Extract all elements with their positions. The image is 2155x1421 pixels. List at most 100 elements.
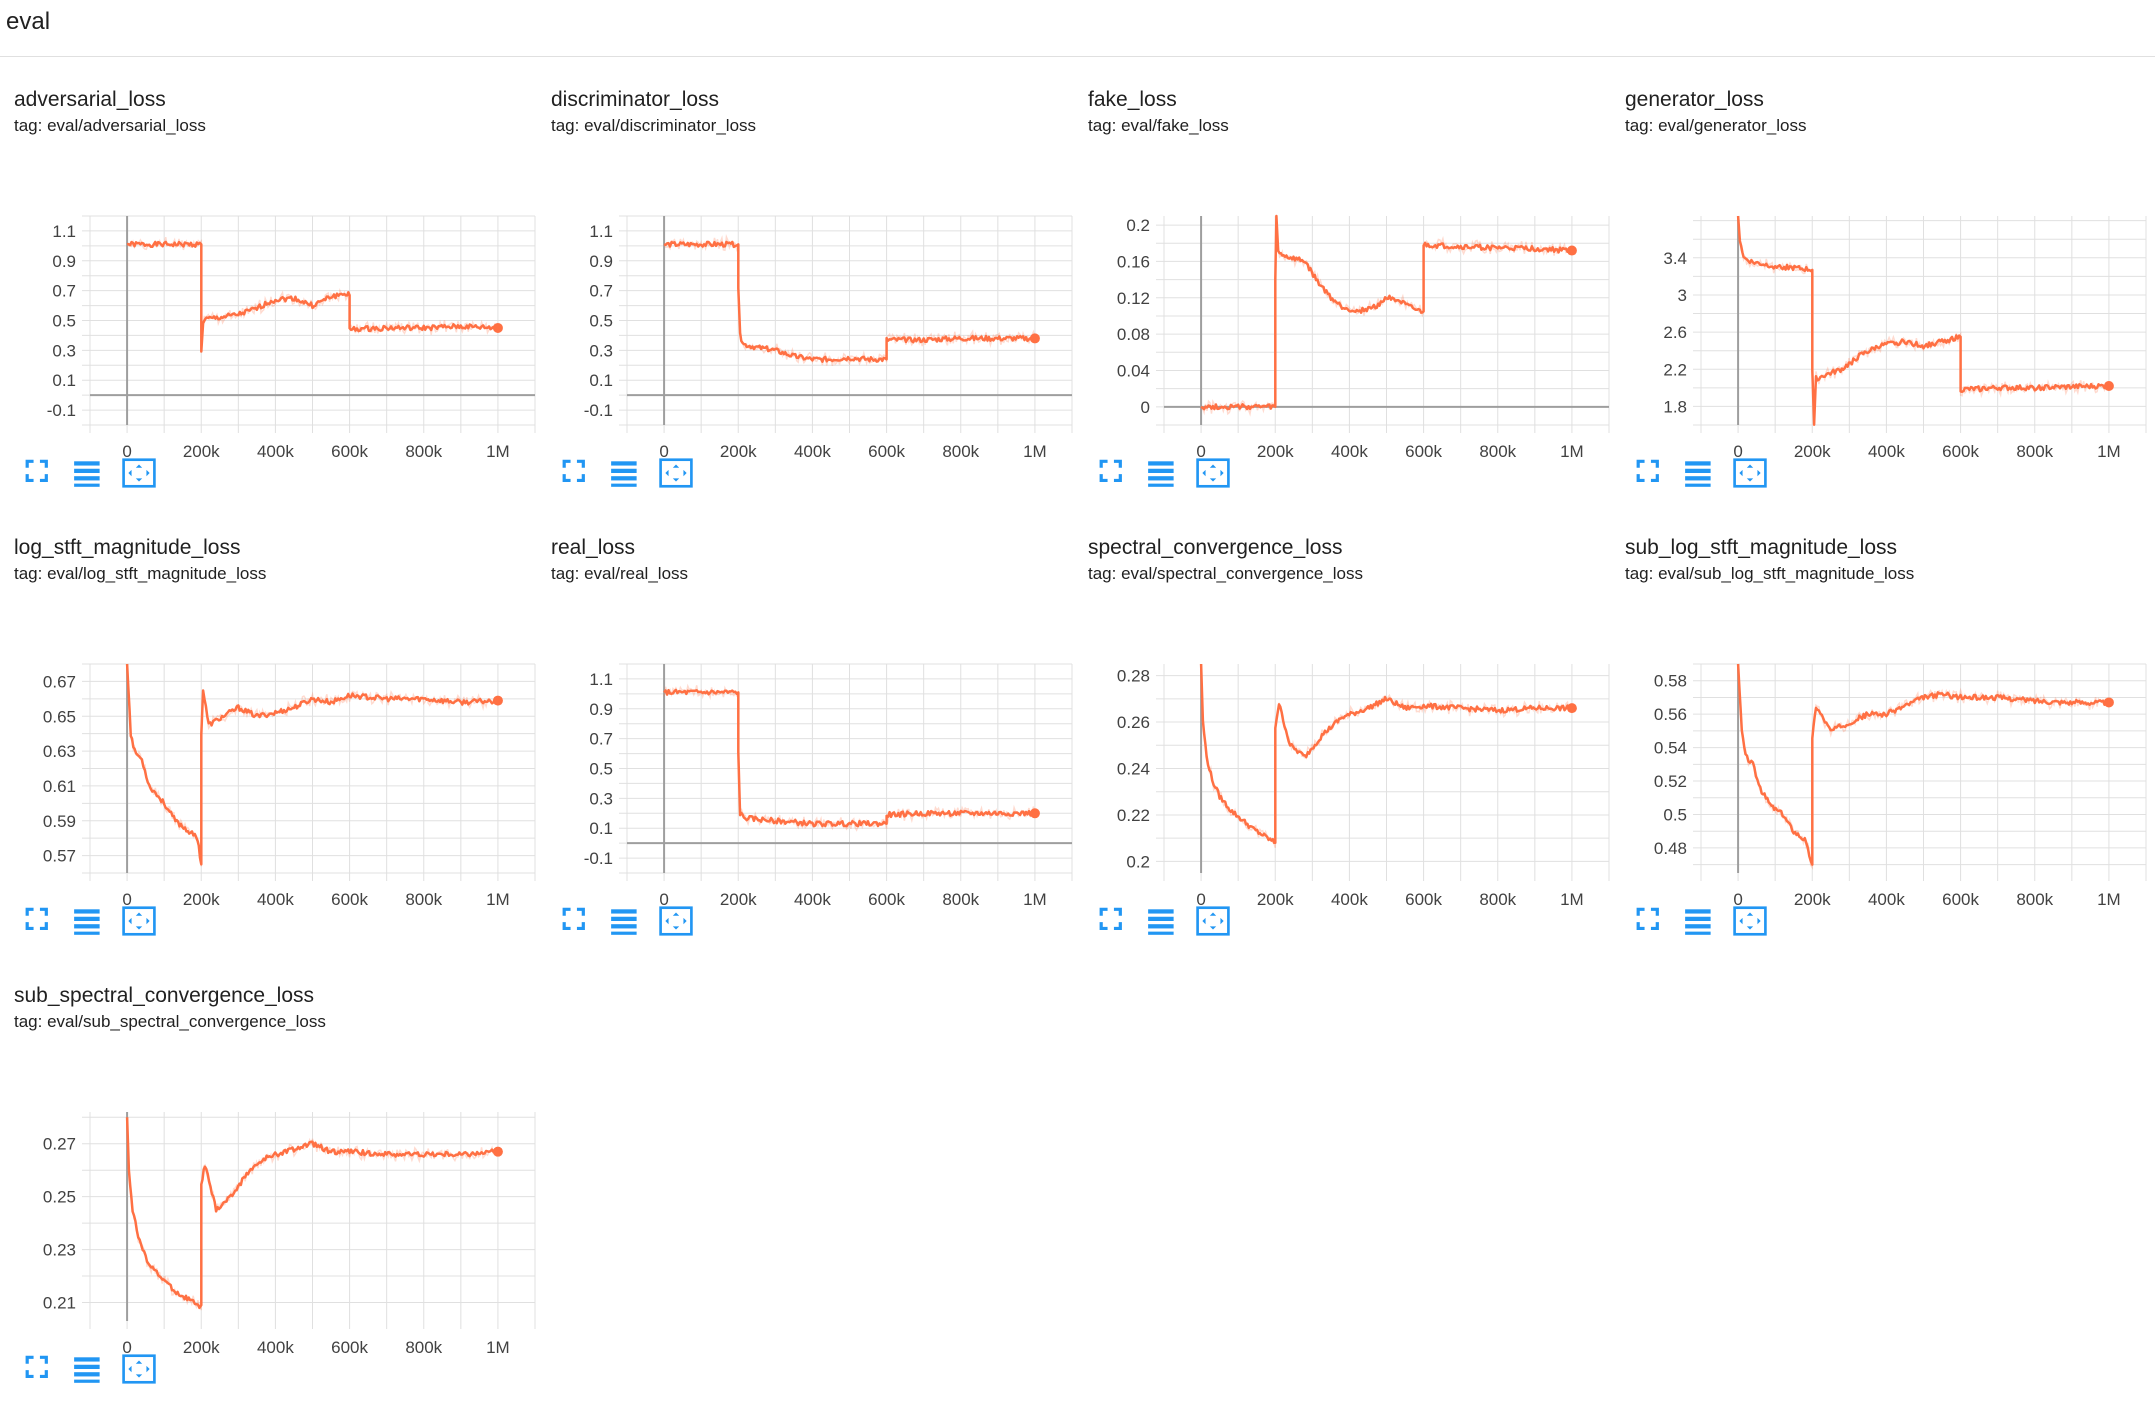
x-tick-label: 200k xyxy=(720,442,757,458)
y-tick-label: 0.16 xyxy=(1117,252,1150,271)
data-table-icon[interactable] xyxy=(1683,906,1717,940)
chart-title: real_loss xyxy=(551,536,636,559)
x-tick-label: 0 xyxy=(122,442,131,458)
chart-svg[interactable]: 0 0.04 0.08 0.12 0.16 0.2 0 200k 400k 600k 800k 1M xyxy=(1074,138,1611,458)
chart-svg[interactable]: -0.1 0.1 0.3 0.5 0.7 0.9 1.1 0 200k 400k 600k 800k 1… xyxy=(537,586,1074,906)
chart-svg[interactable]: 0.48 0.5 0.52 0.54 0.56 0.58 0 200k 400k 600k 800k… xyxy=(1611,586,2148,906)
y-tick-label: 0.63 xyxy=(43,742,76,761)
y-tick-label: 0.22 xyxy=(1117,806,1150,825)
fit-to-data-icon[interactable] xyxy=(561,906,595,940)
fit-to-data-icon[interactable] xyxy=(1098,906,1132,940)
y-tick-label: 0.12 xyxy=(1117,289,1150,308)
x-tick-label: 200k xyxy=(183,890,220,906)
x-tick-label: 1M xyxy=(1023,890,1047,906)
section-title: eval xyxy=(6,8,51,35)
y-tick-label: 0.1 xyxy=(589,819,613,838)
chart-svg[interactable]: 1.8 2.2 2.6 3 3.4 0 200k 400k 600k 800k 1M xyxy=(1611,138,2148,458)
fit-to-data-icon[interactable] xyxy=(1098,458,1132,492)
y-tick-label: 0.21 xyxy=(43,1293,76,1312)
series-line xyxy=(1199,663,1573,845)
chart-plot[interactable]: -0.1 0.1 0.3 0.5 0.7 0.9 1.1 0 200k 400k 600k 800k 1… xyxy=(537,138,1074,458)
y-tick-label: 0.9 xyxy=(589,252,613,271)
chart-plot[interactable]: 1.8 2.2 2.6 3 3.4 0 200k 400k 600k 800k 1M xyxy=(1611,138,2148,458)
x-tick-label: 0 xyxy=(1733,890,1742,906)
data-table-icon[interactable] xyxy=(609,458,643,492)
expand-icon[interactable] xyxy=(659,458,693,492)
series-line xyxy=(663,688,1036,828)
chart-card-real-loss: real_loss tag: eval/real_loss -0.1 0.1 0.3 0.… xyxy=(537,506,1074,954)
data-table-icon[interactable] xyxy=(72,458,106,492)
chart-card-adversarial-loss: adversarial_loss tag: eval/adversarial_lo… xyxy=(0,58,537,506)
chart-plot[interactable]: -0.1 0.1 0.3 0.5 0.7 0.9 1.1 0 200k 400k 600k 800k 1… xyxy=(537,586,1074,906)
chart-plot[interactable]: 0.48 0.5 0.52 0.54 0.56 0.58 0 200k 400k 600k 800k… xyxy=(1611,586,2148,906)
data-table-icon[interactable] xyxy=(609,906,643,940)
data-table-icon[interactable] xyxy=(1146,458,1180,492)
series-end-point xyxy=(492,322,503,333)
fit-to-data-icon[interactable] xyxy=(24,458,58,492)
series-line xyxy=(663,240,1036,363)
y-tick-label: 0.25 xyxy=(43,1188,76,1207)
expand-icon[interactable] xyxy=(122,906,156,940)
chart-title: generator_loss xyxy=(1625,88,1764,111)
expand-icon[interactable] xyxy=(1196,906,1230,940)
chart-plot[interactable]: -0.1 0.1 0.3 0.5 0.7 0.9 1.1 0 200k 400k 600k 800k 1… xyxy=(0,138,537,458)
y-tick-label: 1.1 xyxy=(589,670,613,689)
x-tick-label: 200k xyxy=(1257,442,1294,458)
data-table-icon[interactable] xyxy=(72,1354,106,1388)
x-tick-label: 600k xyxy=(331,890,368,906)
expand-icon[interactable] xyxy=(122,458,156,492)
chart-plot[interactable]: 0.57 0.59 0.61 0.63 0.65 0.67 0 200k 400k 600k 800… xyxy=(0,586,537,906)
expand-icon[interactable] xyxy=(1733,906,1767,940)
x-tick-label: 400k xyxy=(1868,442,1905,458)
x-tick-label: 800k xyxy=(405,1338,442,1354)
y-tick-label: -0.1 xyxy=(47,401,76,420)
x-tick-label: 0 xyxy=(122,890,131,906)
chart-svg[interactable]: 0.21 0.23 0.25 0.27 0 200k 400k 600k 800k 1M xyxy=(0,1034,537,1354)
expand-icon[interactable] xyxy=(1733,458,1767,492)
chart-title: sub_log_stft_magnitude_loss xyxy=(1625,536,1898,559)
chart-tag: tag: eval/sub_spectral_convergence_loss xyxy=(14,1012,326,1031)
chart-plot[interactable]: 0.21 0.23 0.25 0.27 0 200k 400k 600k 800k 1M xyxy=(0,1034,537,1354)
fit-to-data-icon[interactable] xyxy=(561,458,595,492)
x-tick-label: 1M xyxy=(486,442,510,458)
x-tick-label: 1M xyxy=(486,890,510,906)
chart-svg[interactable]: 0.57 0.59 0.61 0.63 0.65 0.67 0 200k 400k 600k 800… xyxy=(0,586,537,906)
x-tick-label: 0 xyxy=(122,1338,131,1354)
chart-title: discriminator_loss xyxy=(551,88,720,111)
x-tick-label: 200k xyxy=(720,890,757,906)
series-line xyxy=(1736,663,2110,866)
expand-icon[interactable] xyxy=(1196,458,1230,492)
y-tick-label: 2.6 xyxy=(1663,323,1687,342)
chart-plot[interactable]: 0 0.04 0.08 0.12 0.16 0.2 0 200k 400k 600k 800k 1M xyxy=(1074,138,1611,458)
series-end-point xyxy=(1566,703,1577,714)
data-table-icon[interactable] xyxy=(1146,906,1180,940)
chart-svg[interactable]: -0.1 0.1 0.3 0.5 0.7 0.9 1.1 0 200k 400k 600k 800k 1… xyxy=(0,138,537,458)
data-table-icon[interactable] xyxy=(72,906,106,940)
y-tick-label: 0.24 xyxy=(1117,760,1150,779)
expand-icon[interactable] xyxy=(122,1354,156,1388)
data-table-icon[interactable] xyxy=(1683,458,1717,492)
expand-icon[interactable] xyxy=(659,906,693,940)
x-tick-label: 600k xyxy=(868,890,905,906)
chart-svg[interactable]: 0.2 0.22 0.24 0.26 0.28 0 200k 400k 600k 800k 1M xyxy=(1074,586,1611,906)
fit-to-data-icon[interactable] xyxy=(24,906,58,940)
fit-to-data-icon[interactable] xyxy=(1635,458,1669,492)
fit-to-data-icon[interactable] xyxy=(1635,906,1669,940)
chart-svg[interactable]: -0.1 0.1 0.3 0.5 0.7 0.9 1.1 0 200k 400k 600k 800k 1… xyxy=(537,138,1074,458)
chart-plot[interactable]: 0.2 0.22 0.24 0.26 0.28 0 200k 400k 600k 800k 1M xyxy=(1074,586,1611,906)
y-tick-label: 0.08 xyxy=(1117,325,1150,344)
y-tick-label: 0.3 xyxy=(52,341,76,360)
x-tick-label: 1M xyxy=(1560,442,1584,458)
series-raw-line xyxy=(1737,663,2110,870)
x-tick-label: 800k xyxy=(405,890,442,906)
y-tick-label: 0.59 xyxy=(43,812,76,831)
y-tick-label: 0.7 xyxy=(52,282,76,301)
section-header[interactable]: eval xyxy=(0,0,2155,57)
x-tick-label: 400k xyxy=(1868,890,1905,906)
x-tick-label: 1M xyxy=(2097,442,2121,458)
y-tick-label: 0.26 xyxy=(1117,713,1150,732)
series-end-point xyxy=(1029,808,1040,819)
x-tick-label: 0 xyxy=(659,890,668,906)
chart-tag: tag: eval/adversarial_loss xyxy=(14,116,206,135)
fit-to-data-icon[interactable] xyxy=(24,1354,58,1388)
